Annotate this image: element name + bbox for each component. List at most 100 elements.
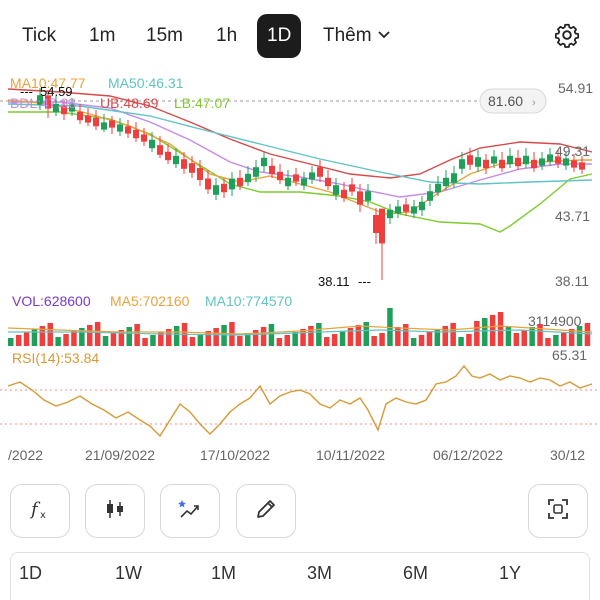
candle-body <box>435 183 441 193</box>
volume-bar <box>466 334 472 346</box>
volume-bar <box>245 333 251 346</box>
tab-more[interactable]: Thêm <box>323 14 390 58</box>
candle-body <box>467 155 473 165</box>
candle-body <box>213 185 219 195</box>
volume-bar <box>339 331 346 346</box>
volume-bar <box>276 338 283 346</box>
chart-type-button[interactable] <box>85 484 145 538</box>
candle-body <box>221 183 227 193</box>
low-marker: 38.11 <box>318 274 350 289</box>
volume-bar <box>15 335 22 346</box>
candle-body <box>387 209 393 219</box>
stock-chart[interactable]: MA10:47.77 MA50:46.31 BDL:47.88 UB:48.69… <box>0 64 600 474</box>
volume-bar <box>561 332 567 346</box>
candle-body <box>531 159 537 169</box>
candle-body <box>269 165 275 175</box>
candle-body <box>515 157 521 167</box>
candle-body <box>349 184 355 192</box>
tab-1m[interactable]: 1m <box>89 25 116 46</box>
volume-bar <box>221 325 227 346</box>
volume-ma10-line <box>8 329 593 336</box>
candle-body <box>277 171 283 181</box>
volume-bar <box>173 326 180 346</box>
gear-icon[interactable] <box>554 22 580 48</box>
candle-body <box>85 115 91 123</box>
candle-body <box>475 157 481 167</box>
volume-axis-label: 3114900 <box>528 313 582 329</box>
volume-bar <box>521 330 527 346</box>
rsi-legend: RSI(14):53.84 <box>12 350 99 366</box>
volume-bar <box>584 323 591 346</box>
volume-bar <box>434 329 441 346</box>
period-1y[interactable]: 1Y <box>499 563 522 583</box>
volume-bar <box>197 334 204 346</box>
period-selector: 1D 1W 1M 3M 6M 1Y <box>10 552 590 600</box>
volume-bar <box>474 321 480 346</box>
candle-body <box>325 177 331 187</box>
smart-chart-button[interactable] <box>160 484 220 538</box>
lb-legend: LB:47.07 <box>174 95 230 111</box>
volume-bar <box>158 332 164 346</box>
volume-bar <box>284 335 290 346</box>
candle-body <box>173 155 179 165</box>
volume-bar <box>418 335 425 346</box>
candle-body <box>499 159 505 169</box>
volume-ma5-legend: MA5:702160 <box>110 293 190 309</box>
tab-1d[interactable]: 1D <box>257 14 302 58</box>
volume-bar <box>553 335 559 346</box>
date-axis-label: 21/09/2022 <box>85 447 155 463</box>
candle-body <box>317 167 323 177</box>
candle-body <box>579 162 585 170</box>
candle-body <box>205 178 211 190</box>
candle-body <box>253 167 259 177</box>
candle-body <box>555 156 561 164</box>
pencil-icon <box>253 496 279 527</box>
tab-tick[interactable]: Tick <box>22 25 57 46</box>
price-axis-label: 54.91 <box>558 80 593 96</box>
draw-button[interactable] <box>236 484 296 538</box>
volume-bar <box>426 332 433 346</box>
tab-15m[interactable]: 15m <box>146 25 183 46</box>
volume-bar <box>568 329 575 346</box>
tab-1h[interactable]: 1h <box>216 25 238 46</box>
ma50-legend: MA50:46.31 <box>108 75 184 91</box>
period-1w[interactable]: 1W <box>115 563 142 583</box>
volume-bar <box>213 328 219 346</box>
candle-body <box>165 151 171 161</box>
period-1m[interactable]: 1M <box>211 563 237 583</box>
candle-body <box>61 105 67 115</box>
volume-bar <box>87 325 93 346</box>
candle-body <box>141 134 147 142</box>
volume-bar <box>268 324 275 346</box>
volume-bar <box>118 330 125 346</box>
volume-bar <box>324 337 330 346</box>
current-price-tag[interactable] <box>479 88 547 114</box>
volume-bar <box>513 333 520 346</box>
svg-text:x: x <box>40 510 46 521</box>
candle-body <box>197 168 203 180</box>
candle-body <box>237 177 243 187</box>
candle-body <box>133 129 139 139</box>
period-3m[interactable]: 3M <box>307 563 333 583</box>
candle-body <box>563 158 569 166</box>
volume-bar <box>308 326 314 346</box>
fullscreen-button[interactable] <box>528 484 588 538</box>
bdl-legend: BDL:47.88 <box>10 95 76 111</box>
candle-body <box>125 126 131 134</box>
volume-bar <box>292 332 298 346</box>
period-6m[interactable]: 6M <box>403 563 429 583</box>
candle-body <box>77 111 83 121</box>
candle-body <box>149 139 155 149</box>
volume-bar <box>505 326 512 346</box>
candle-body <box>285 177 291 187</box>
volume-bar <box>331 334 338 346</box>
volume-bar <box>237 336 243 346</box>
volume-bar <box>300 329 306 346</box>
candle-body <box>261 157 267 167</box>
period-1d[interactable]: 1D <box>19 563 43 583</box>
candle-body <box>109 120 115 128</box>
volume-bar <box>450 323 456 346</box>
volume-bar <box>316 323 322 346</box>
